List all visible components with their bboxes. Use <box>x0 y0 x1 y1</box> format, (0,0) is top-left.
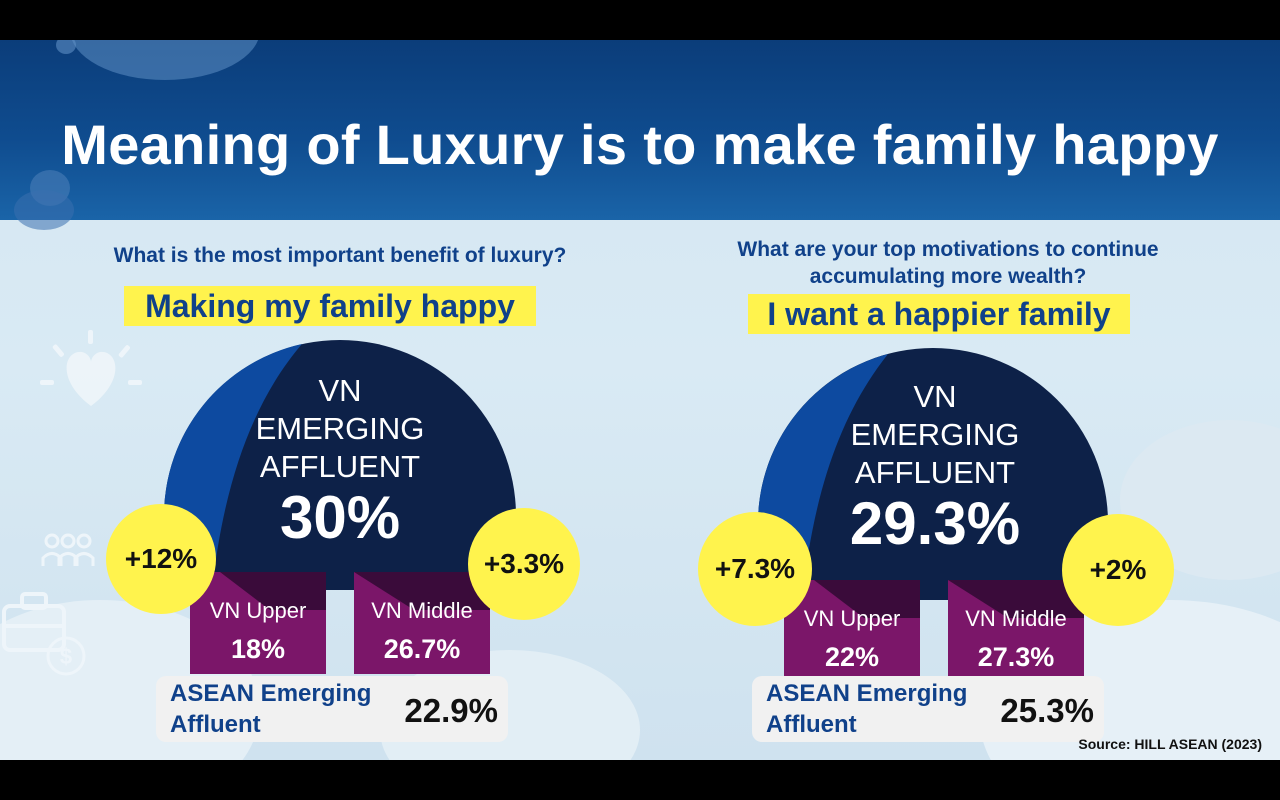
dome-value: 29.3% <box>849 490 1021 557</box>
asean-label: ASEAN Emerging Affluent <box>170 680 372 738</box>
box-shade <box>354 572 490 610</box>
vn-upper-box: VN Upper 18% <box>190 572 326 674</box>
right-delta-badge: +3.3% <box>468 508 580 620</box>
header-cloud <box>70 40 260 80</box>
dome-value: 30% <box>279 484 401 551</box>
box-shade <box>814 580 920 618</box>
vn-upper-label: VN Upper <box>803 606 901 631</box>
vn-middle-value: 26.7% <box>383 634 461 664</box>
vn-upper-box: VN Upper 22% <box>784 580 920 682</box>
vn-middle-box: VN Middle 26.7% <box>354 572 490 674</box>
header-cloud <box>56 40 76 54</box>
right-delta-badge: +2% <box>1062 514 1174 626</box>
svg-text:$: $ <box>60 644 72 669</box>
family-icon <box>41 533 95 566</box>
vn-upper-label: VN Upper <box>209 598 307 623</box>
asean-box: ASEAN Emerging Affluent 25.3% <box>752 676 1104 742</box>
vn-middle-label: VN Middle <box>965 606 1067 631</box>
box-shade <box>948 580 1084 618</box>
briefcase-icon <box>2 592 66 652</box>
vn-upper-value: 22% <box>824 642 880 672</box>
asean-value: 25.3% <box>1000 692 1094 729</box>
asean-label: ASEAN Emerging Affluent <box>766 680 968 738</box>
heart-icon <box>40 330 142 406</box>
header-band: Meaning of Luxury is to make family happ… <box>0 40 1280 230</box>
source-note: Source: HILL ASEAN (2023) <box>1078 736 1262 752</box>
dome-label: VN EMERGING AFFLUENT <box>255 373 425 484</box>
asean-box: ASEAN Emerging Affluent 22.9% <box>156 676 508 742</box>
left-delta-badge: +12% <box>106 504 216 614</box>
answer-highlight: Making my family happy <box>124 286 536 326</box>
vn-upper-value: 18% <box>230 634 286 664</box>
page-title: Meaning of Luxury is to make family happ… <box>61 113 1219 176</box>
vn-middle-label: VN Middle <box>371 598 473 623</box>
answer-highlight: I want a happier family <box>748 294 1130 334</box>
question-text: What is the most important benefit of lu… <box>113 244 567 267</box>
slide: $ Meaning of Luxury is to make family ha… <box>0 40 1280 760</box>
box-shade <box>220 572 326 610</box>
vn-middle-box: VN Middle 27.3% <box>948 580 1084 682</box>
question-text: What are your top motivations to continu… <box>737 238 1159 288</box>
vn-middle-value: 27.3% <box>977 642 1055 672</box>
left-delta-badge: +7.3% <box>698 512 812 626</box>
dollar-coin-icon: $ <box>46 636 86 676</box>
header-cloud <box>14 190 74 230</box>
asean-value: 22.9% <box>404 692 498 729</box>
dome-label: VN EMERGING AFFLUENT <box>850 379 1020 490</box>
